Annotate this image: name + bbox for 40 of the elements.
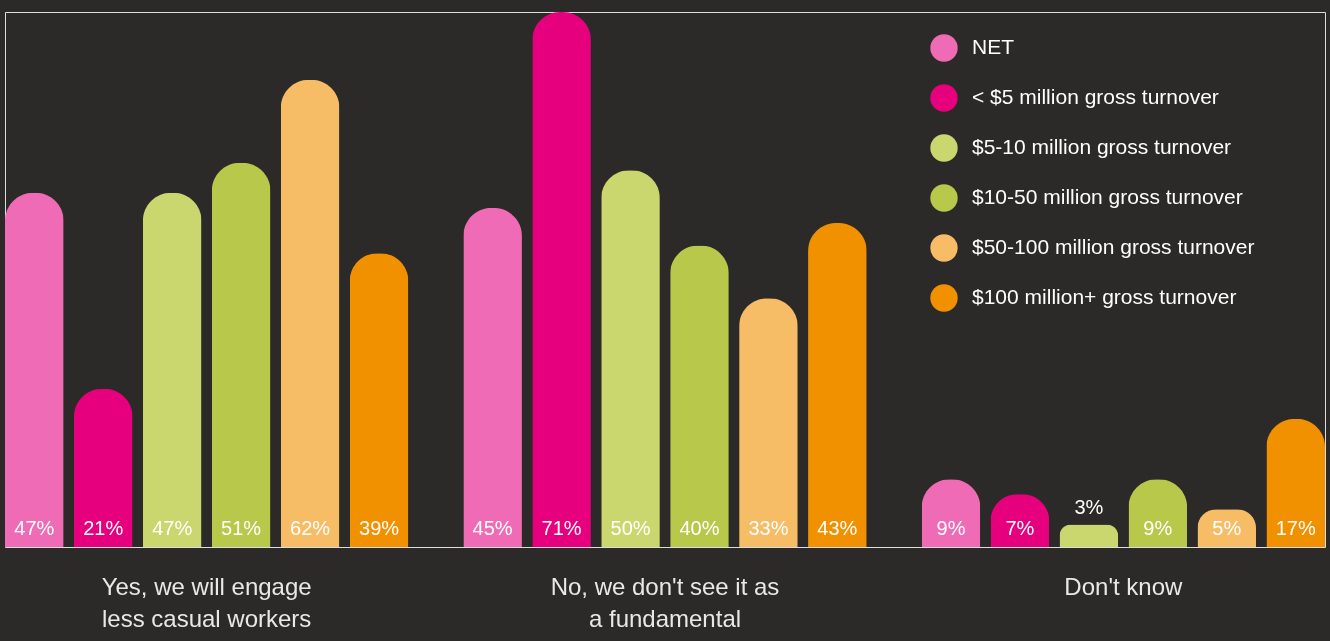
legend-label: $50-100 million gross turnover bbox=[972, 235, 1255, 258]
data-label: 3% bbox=[1074, 496, 1104, 519]
x-tick-label: No, we don't see it as a fundamental bbox=[550, 572, 780, 632]
data-label: 39% bbox=[359, 517, 400, 539]
legend-label: < $5 million gross turnover bbox=[972, 85, 1219, 108]
data-label: 21% bbox=[83, 517, 124, 539]
data-label: 51% bbox=[221, 517, 262, 539]
data-label: 45% bbox=[472, 517, 513, 539]
legend-label: $5-10 million gross turnover bbox=[972, 135, 1232, 158]
bar bbox=[1059, 524, 1119, 547]
data-label: 17% bbox=[1275, 517, 1316, 539]
data-label: 7% bbox=[1005, 517, 1035, 539]
data-label: 43% bbox=[817, 517, 858, 539]
bar bbox=[670, 245, 729, 547]
legend-label: $10-50 million gross turnover bbox=[972, 185, 1243, 208]
data-label: 47% bbox=[14, 517, 55, 539]
data-label: 40% bbox=[679, 517, 720, 539]
bar bbox=[349, 253, 409, 547]
x-tick-label: Don't know bbox=[1064, 572, 1183, 600]
bar bbox=[73, 388, 133, 547]
data-label: 62% bbox=[290, 517, 331, 539]
data-label: 9% bbox=[936, 517, 966, 539]
bar bbox=[280, 79, 340, 547]
x-tick-label: Yes, we will engage less casual workers bbox=[101, 572, 312, 632]
bar bbox=[601, 170, 660, 547]
bar bbox=[808, 222, 867, 547]
data-label: 47% bbox=[152, 517, 193, 539]
bar bbox=[211, 162, 271, 547]
data-label: 33% bbox=[748, 517, 789, 539]
bar bbox=[739, 298, 798, 547]
data-label: 50% bbox=[610, 517, 651, 539]
legend-label: $100 million+ gross turnover bbox=[972, 285, 1237, 308]
bar bbox=[142, 192, 202, 547]
data-label: 9% bbox=[1143, 517, 1173, 539]
data-label: 71% bbox=[541, 517, 582, 539]
legend-label: NET bbox=[972, 35, 1015, 58]
bar bbox=[5, 192, 64, 547]
data-label: 5% bbox=[1212, 517, 1242, 539]
bar bbox=[463, 207, 522, 547]
bar bbox=[532, 12, 591, 547]
